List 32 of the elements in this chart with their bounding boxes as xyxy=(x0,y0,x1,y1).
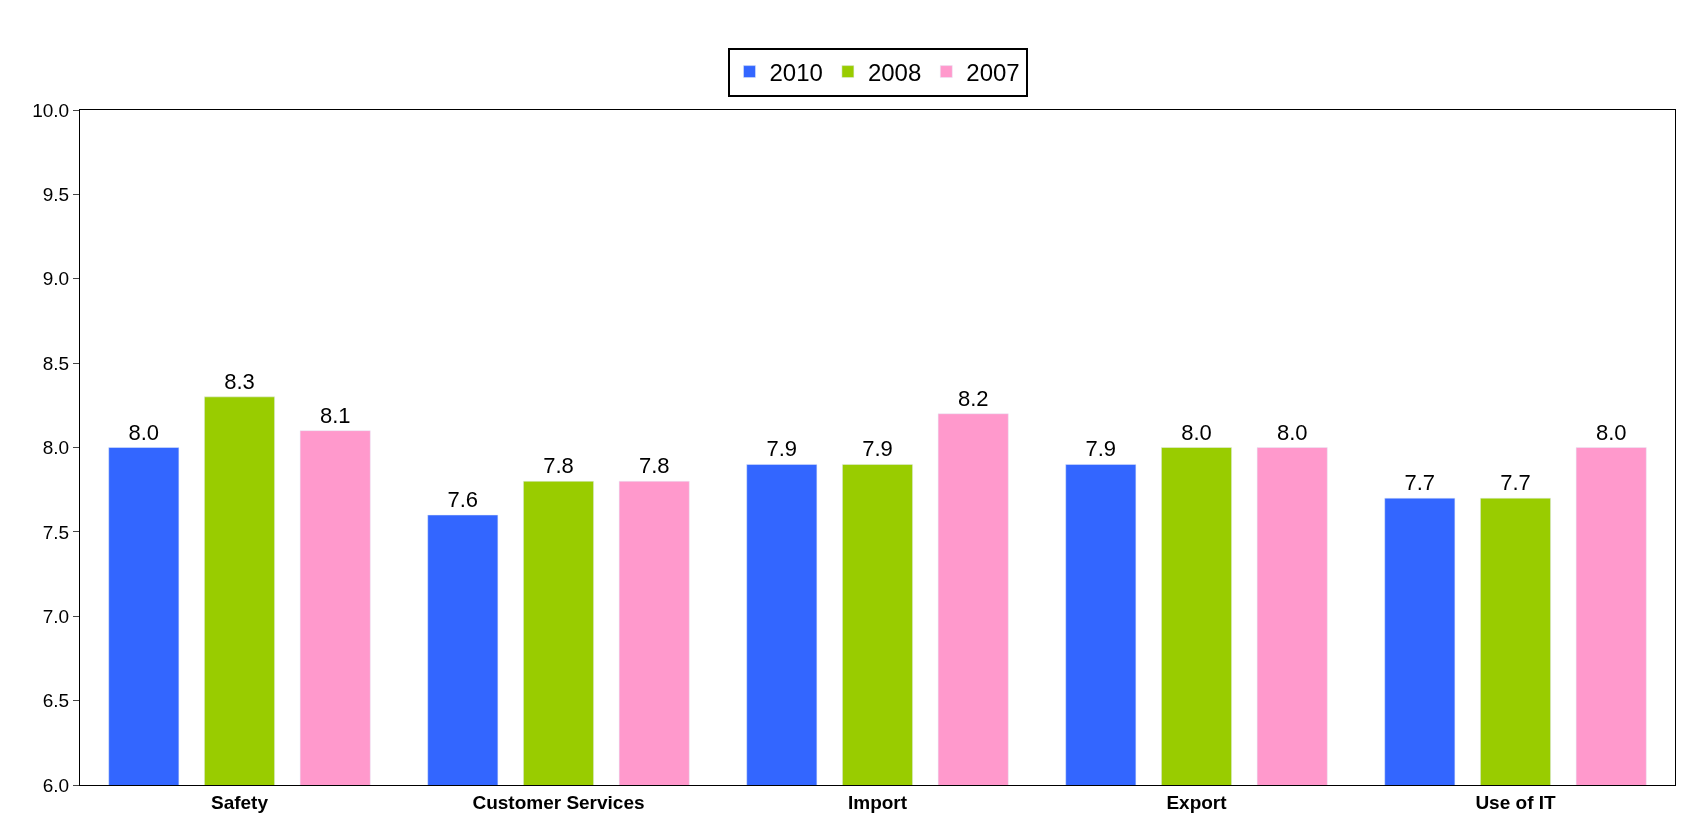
data-label: 7.9 xyxy=(766,436,798,462)
legend-label: 2010 xyxy=(769,58,823,86)
legend-label: 2008 xyxy=(867,58,922,86)
y-tick-label: 7.5 xyxy=(42,521,70,543)
y-tick-label: 6.5 xyxy=(42,690,70,712)
data-label: 8.1 xyxy=(319,402,351,428)
y-tick-label: 7.0 xyxy=(42,605,70,627)
legend-label: 2007 xyxy=(966,58,1020,86)
x-tick-label: Export xyxy=(1166,791,1228,813)
data-label: 7.9 xyxy=(862,436,893,462)
x-tick-label: Import xyxy=(847,791,908,813)
data-label: 8.0 xyxy=(1181,419,1212,445)
x-tick-label: Safety xyxy=(210,791,269,813)
data-label: 7.6 xyxy=(447,487,479,512)
y-tick-label: 8.5 xyxy=(42,352,70,374)
y-tick-label: 9.0 xyxy=(42,268,70,290)
x-tick-label: Use of IT xyxy=(1475,791,1557,813)
y-tick-label: 8.0 xyxy=(42,437,70,459)
data-label: 7.9 xyxy=(1085,436,1117,462)
data-label: 8.0 xyxy=(1595,419,1627,445)
data-label: 8.3 xyxy=(224,368,255,394)
y-tick-label: 6.0 xyxy=(42,774,70,796)
y-tick-label: 10.0 xyxy=(32,99,70,121)
data-label: 7.8 xyxy=(638,453,670,479)
data-label: 8.0 xyxy=(128,419,160,445)
data-label: 7.7 xyxy=(1404,470,1436,496)
data-label: 7.8 xyxy=(543,453,574,479)
data-label: 7.7 xyxy=(1500,470,1531,496)
data-label: 8.2 xyxy=(957,385,989,411)
x-tick-label: Customer Services xyxy=(472,791,645,813)
y-tick-label: 9.5 xyxy=(42,184,70,206)
data-label: 8.0 xyxy=(1276,419,1308,445)
